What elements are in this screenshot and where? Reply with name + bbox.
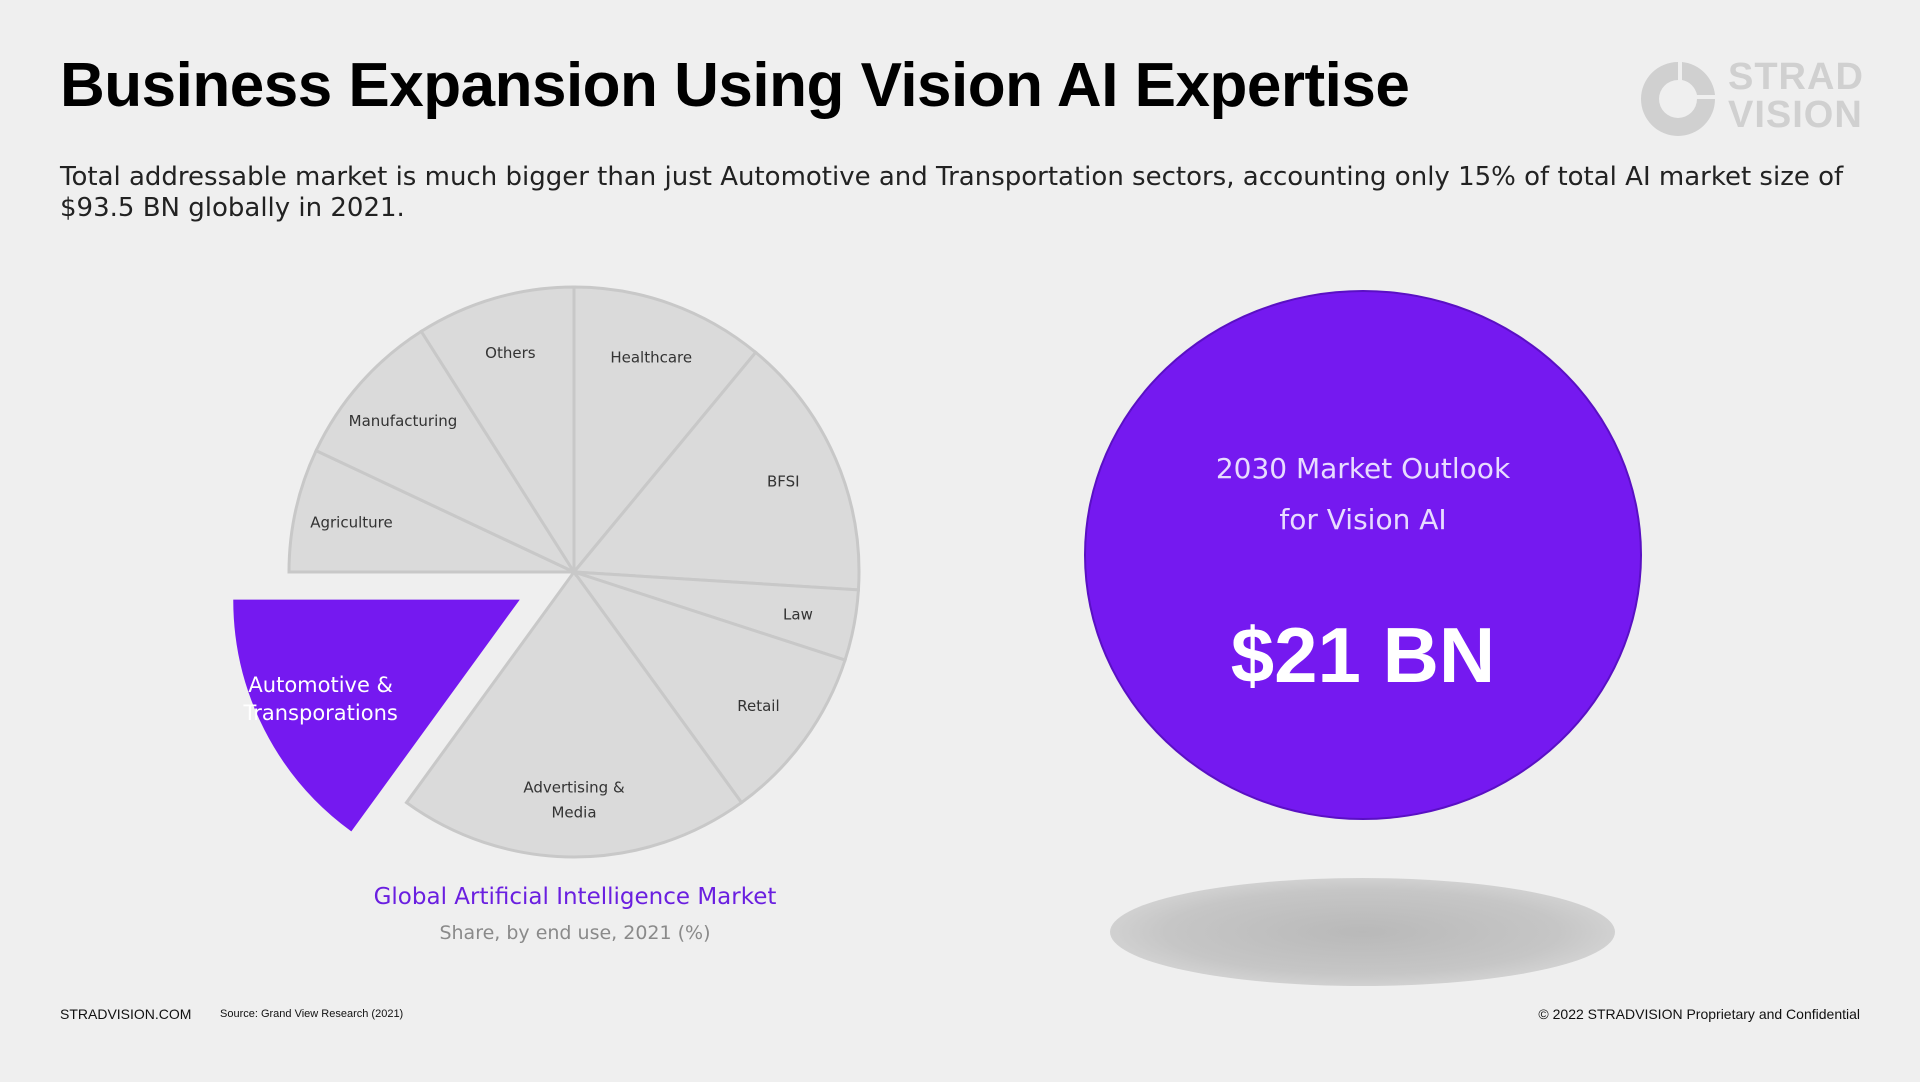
pie-label-retail: Retail — [737, 697, 779, 715]
page-title: Business Expansion Using Vision AI Exper… — [60, 51, 1410, 120]
pie-chart-title: Global Artificial Intelligence Market — [373, 884, 777, 910]
pie-label-bfsi: BFSI — [767, 472, 800, 490]
pie-slice-bfsi — [570, 350, 861, 592]
logo-wordmark: STRAD VISION — [1728, 58, 1864, 134]
outlook-label-line-1: 2030 Market Outlook — [1215, 452, 1511, 485]
page-subtitle: Total addressable market is much bigger … — [60, 162, 1844, 223]
footer-source: Source: Grand View Research (2021) — [220, 1008, 404, 1020]
footer-copyright: © 2022 STRADVISION Proprietary and Confi… — [1538, 1006, 1860, 1022]
stradvision-logo-icon — [1641, 62, 1715, 136]
outlook-label: 2030 Market Outlook for Vision AI — [1084, 443, 1642, 545]
pie-slice-retail — [570, 569, 847, 805]
pie-label-agriculture: Agriculture — [310, 513, 393, 531]
ai-market-pie-chart: Healthcare BFSI Law Retail Advertising & Medi… — [233, 285, 861, 859]
pie-slice-manufacturing — [314, 329, 579, 576]
footer-website[interactable]: STRADVISION.COM — [60, 1006, 192, 1022]
pie-label-advertising-media: Advertising & Media — [523, 779, 625, 822]
logo-line-1: STRAD — [1728, 56, 1864, 98]
outlook-value: $21 BN — [1230, 611, 1496, 699]
outlook-label-line-2: for Vision AI — [1279, 503, 1447, 536]
pie-slice-advertising-media — [404, 569, 744, 859]
pie-slice-healthcare — [572, 285, 758, 577]
pie-label-manufacturing: Manufacturing — [349, 412, 458, 430]
outlook-circle — [1084, 290, 1642, 820]
pie-slice-agriculture — [287, 448, 575, 574]
logo-line-2: VISION — [1728, 94, 1863, 136]
pie-slice-automotive-transporations — [233, 599, 520, 832]
outlook-shadow — [1110, 878, 1615, 986]
pie-chart-subtitle: Share, by end use, 2021 (%) — [439, 922, 711, 944]
pie-label-automotive-transporations: Automotive & Transporations — [243, 673, 398, 725]
pie-label-healthcare: Healthcare — [610, 348, 692, 366]
pie-label-others: Others — [485, 344, 536, 362]
pie-slice-others — [419, 285, 576, 578]
pie-label-law: Law — [783, 606, 813, 624]
